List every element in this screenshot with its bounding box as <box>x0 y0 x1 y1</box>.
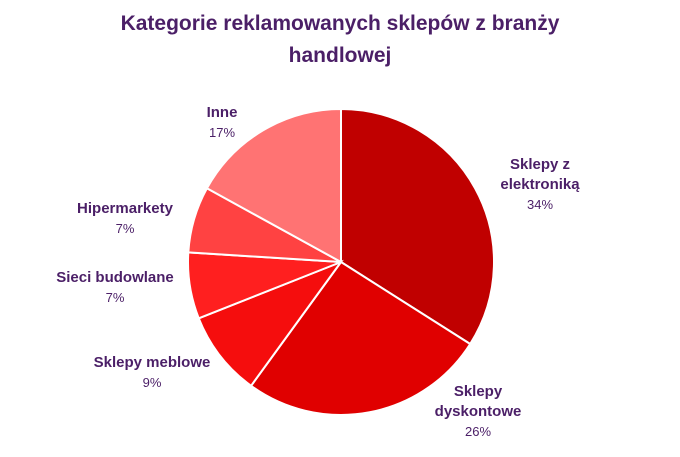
chart-title: Kategorie reklamowanych sklepów z branży… <box>120 12 560 67</box>
value-label: 7% <box>105 290 125 305</box>
value-label: 7% <box>115 221 135 236</box>
slice-label: Hipermarkety 7% <box>55 199 195 239</box>
category-name: Sklepy meblowe <box>93 354 211 371</box>
slice-label: Inne 17% <box>182 103 262 143</box>
slice-label: Sklepy dyskontowe 26% <box>423 382 533 442</box>
value-label: 34% <box>526 197 554 212</box>
category-name: Sieci budowlane <box>56 269 174 286</box>
category-name: Inne <box>206 104 238 121</box>
value-label: 26% <box>464 424 492 439</box>
category-name: Sklepy dyskontowe <box>434 383 522 420</box>
slice-label: Sieci budowlane 7% <box>40 268 190 308</box>
pie-slice <box>197 259 344 388</box>
category-name: Hipermarkety <box>77 200 173 217</box>
category-name: Sklepy z elektroniką <box>500 156 580 193</box>
slice-label: Sklepy z elektroniką 34% <box>480 155 600 215</box>
value-label: 9% <box>142 375 162 390</box>
slice-label: Sklepy meblowe 9% <box>77 353 227 393</box>
pie-slice <box>205 107 342 264</box>
value-label: 17% <box>208 125 236 140</box>
pie-slice <box>249 260 472 416</box>
